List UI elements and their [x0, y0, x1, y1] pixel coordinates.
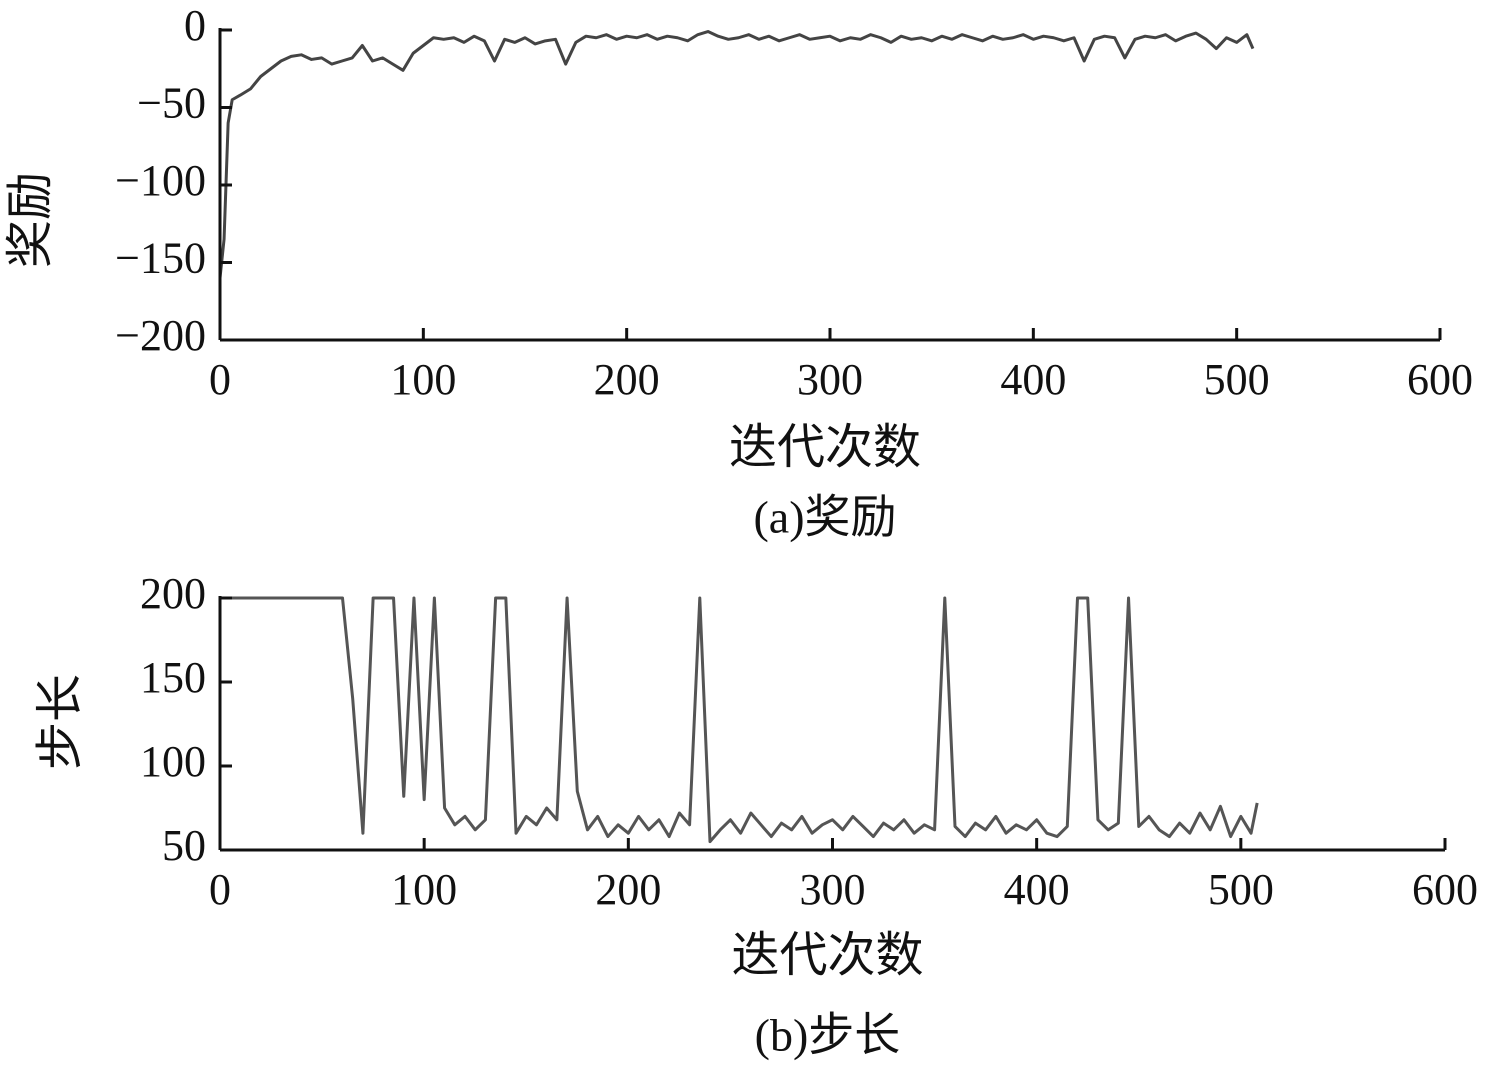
- x-tick-label: 300: [800, 865, 866, 914]
- x-tick-label: 600: [1412, 865, 1478, 914]
- caption: (a)奖励: [753, 492, 896, 543]
- x-axis-label: 迭代次数: [731, 929, 923, 982]
- x-tick-label: 0: [209, 865, 231, 914]
- y-tick-label: −200: [115, 311, 206, 360]
- data-line: [218, 30, 1255, 279]
- y-tick-label: 150: [140, 653, 206, 702]
- y-tick-label: −100: [115, 156, 206, 205]
- x-tick-label: 100: [390, 355, 456, 404]
- x-tick-label: 400: [1000, 355, 1066, 404]
- x-tick-label: 100: [391, 865, 457, 914]
- y-tick-label: −50: [137, 79, 206, 128]
- data-line: [220, 596, 1259, 844]
- x-tick-label: 600: [1407, 355, 1473, 404]
- y-axis-label: 步长: [34, 674, 87, 770]
- y-tick-label: 100: [140, 737, 206, 786]
- x-tick-label: 200: [595, 865, 661, 914]
- y-tick-label: −150: [115, 234, 206, 283]
- x-tick-label: 300: [797, 355, 863, 404]
- y-axis-label: 奖励: [4, 172, 57, 268]
- x-tick-label: 500: [1208, 865, 1274, 914]
- x-tick-label: 0: [209, 355, 231, 404]
- y-tick-label: 50: [162, 821, 206, 870]
- x-tick-label: 200: [594, 355, 660, 404]
- x-tick-label: 400: [1004, 865, 1070, 914]
- x-axis-label: 迭代次数: [729, 421, 921, 474]
- y-tick-label: 200: [140, 569, 206, 618]
- x-tick-label: 500: [1204, 355, 1270, 404]
- y-tick-label: 0: [184, 1, 206, 50]
- caption: (b)步长: [755, 1010, 901, 1061]
